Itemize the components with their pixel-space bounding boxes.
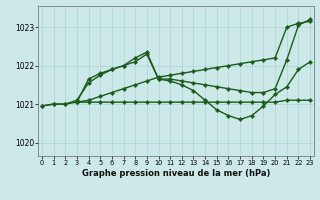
- X-axis label: Graphe pression niveau de la mer (hPa): Graphe pression niveau de la mer (hPa): [82, 169, 270, 178]
